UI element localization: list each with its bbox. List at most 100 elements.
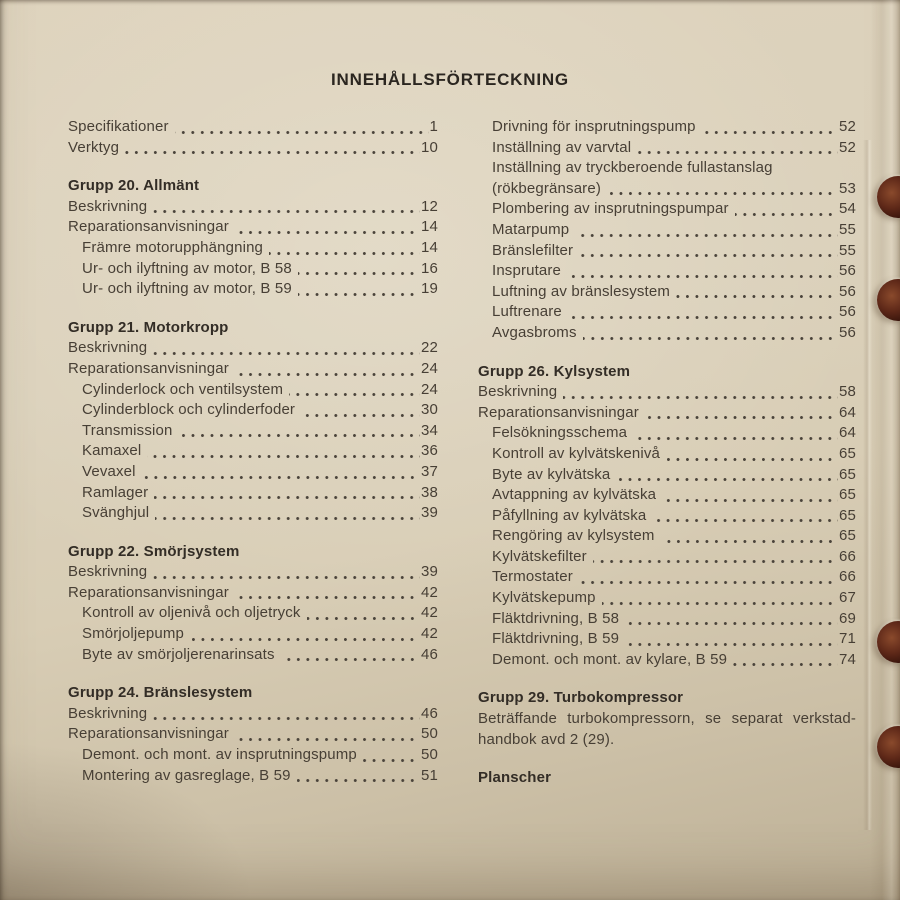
entry-label: Beskrivning	[68, 197, 148, 215]
entry-page-number: 38	[421, 483, 438, 501]
entry-label: Fläktdrivning, B 59	[492, 630, 620, 648]
toc-entry: Avtappning av kylvätska 65	[478, 485, 856, 506]
toc-entry: Reparationsanvisningar 14	[68, 217, 438, 238]
toc-group-heading: Grupp 24. Bränslesystem	[68, 683, 438, 704]
toc-entry: Cylinderblock och cylinderfoder 30	[68, 400, 438, 421]
toc-entry: Beskrivning 58	[478, 382, 856, 403]
entry-page-number: 42	[421, 583, 438, 601]
entry-label: handbok avd 2 (29).	[478, 730, 615, 748]
toc-entry: Drivning för insprutningspump 52	[478, 117, 856, 138]
toc-entry: Transmission 34	[68, 421, 438, 442]
entry-page-number: 36	[421, 442, 438, 460]
dot-leader	[662, 497, 838, 503]
entry-label: Kontroll av kylvätskenivå	[492, 444, 660, 462]
toc-entry: Svänghjul 39	[68, 503, 438, 524]
dot-leader	[666, 456, 838, 462]
toc-entry: Vevaxel 37	[68, 462, 438, 483]
dot-leader	[616, 477, 838, 483]
toc-text-line: Beträffande turbokompressorn, se separat…	[478, 709, 856, 730]
entry-label: Inställning av tryckberoende fullastansl…	[492, 159, 773, 177]
entry-label: Reparationsanvisningar	[68, 583, 229, 601]
entry-label: Transmission	[82, 421, 173, 439]
toc-entry: Felsökningsschema 64	[478, 423, 856, 444]
entry-label: Grupp 29. Turbokompressor	[478, 689, 684, 707]
entry-page-number: 65	[839, 527, 856, 545]
toc-entry: Inställning av varvtal 52	[478, 138, 856, 159]
entry-page-number: 56	[839, 323, 856, 341]
entry-label: Byte av smörjoljerenarinsats	[82, 645, 275, 663]
dot-leader	[153, 716, 420, 722]
toc-entry: Montering av gasreglage, B 59 51	[68, 766, 438, 787]
toc-entry: Ramlager 38	[68, 483, 438, 504]
toc-text-line: handbok avd 2 (29).	[478, 730, 856, 751]
page-title: INNEHÅLLSFÖRTECKNING	[331, 70, 569, 89]
toc-entry: Kontroll av oljenivå och oljetryck 42	[68, 603, 438, 624]
dot-leader	[269, 250, 420, 256]
binder-hole	[877, 176, 900, 218]
toc-group-heading: Planscher	[478, 768, 856, 789]
entry-label: Demont. och mont. av kylare, B 59	[492, 650, 728, 668]
entry-label: Avtappning av kylvätska	[492, 486, 657, 504]
toc-entry: Fläktdrivning, B 59 71	[478, 629, 856, 650]
binder-hole	[877, 726, 900, 768]
dot-leader	[567, 314, 838, 320]
dot-leader	[153, 574, 420, 580]
entry-label: Grupp 24. Bränslesystem	[68, 684, 253, 702]
dot-leader	[582, 335, 838, 341]
entry-page-number: 65	[839, 444, 856, 462]
entry-label: Ur- och ilyftning av motor, B 59	[82, 280, 292, 298]
entry-page-number: 66	[839, 568, 856, 586]
entry-label: Smörjoljepump	[82, 625, 184, 643]
toc-group-heading: Grupp 21. Motorkropp	[68, 318, 438, 339]
entry-label: Beskrivning	[68, 563, 148, 581]
entry-page-number: 24	[421, 359, 438, 377]
entry-page-number: 46	[421, 704, 438, 722]
toc-entry: Påfyllning av kylvätska 65	[478, 506, 856, 527]
dot-leader	[280, 657, 420, 663]
dot-leader	[141, 474, 420, 480]
dot-leader	[625, 621, 838, 627]
toc-entry: Byte av smörjoljerenarinsats 46	[68, 645, 438, 666]
entry-page-number: 74	[839, 650, 856, 668]
dot-leader	[567, 273, 838, 279]
entry-page-number: 14	[421, 218, 438, 236]
dot-leader	[234, 595, 420, 601]
entry-label: Svänghjul	[82, 504, 150, 522]
entry-page-number: 65	[839, 486, 856, 504]
dot-leader	[155, 515, 420, 521]
dot-leader	[644, 415, 838, 421]
dot-leader	[178, 433, 420, 439]
dot-leader	[306, 616, 420, 622]
entry-page-number: 50	[421, 746, 438, 764]
entry-label: Främre motorupphängning	[82, 238, 264, 256]
dot-leader	[125, 150, 420, 156]
entry-label: Fläktdrivning, B 58	[492, 609, 620, 627]
toc-group-heading: Grupp 22. Smörjsystem	[68, 542, 438, 563]
toc-entry: Avgasbroms 56	[478, 323, 856, 344]
dot-leader	[660, 538, 838, 544]
toc-entry: Rengöring av kylsystem 65	[478, 526, 856, 547]
entry-page-number: 64	[839, 424, 856, 442]
toc-entry: Luftning av bränslesystem 56	[478, 282, 856, 303]
entry-label: Luftning av bränslesystem	[492, 282, 671, 300]
entry-page-number: 69	[839, 609, 856, 627]
entry-page-number: 58	[839, 383, 856, 401]
toc-entry: (rökbegränsare) 53	[478, 179, 856, 200]
entry-label: Vevaxel	[82, 462, 136, 480]
dot-leader	[625, 641, 838, 647]
entry-page-number: 16	[421, 259, 438, 277]
entry-page-number: 14	[421, 238, 438, 256]
toc-entry: Reparationsanvisningar 64	[478, 403, 856, 424]
entry-label: Reparationsanvisningar	[478, 403, 639, 421]
entry-page-number: 34	[421, 421, 438, 439]
entry-label: Grupp 20. Allmänt	[68, 177, 200, 195]
toc-column-left: Specifikationer 1 Verktyg 10 Grupp 20. Allmä…	[68, 117, 438, 786]
entry-label: Bränslefilter	[492, 241, 574, 259]
toc-columns: Specifikationer 1 Verktyg 10 Grupp 20. Allmä…	[0, 117, 900, 789]
entry-page-number: 39	[421, 563, 438, 581]
toc-entry: Beskrivning 12	[68, 197, 438, 218]
entry-page-number: 67	[839, 589, 856, 607]
dot-leader	[174, 129, 429, 135]
entry-label: Cylinderblock och cylinderfoder	[82, 401, 296, 419]
